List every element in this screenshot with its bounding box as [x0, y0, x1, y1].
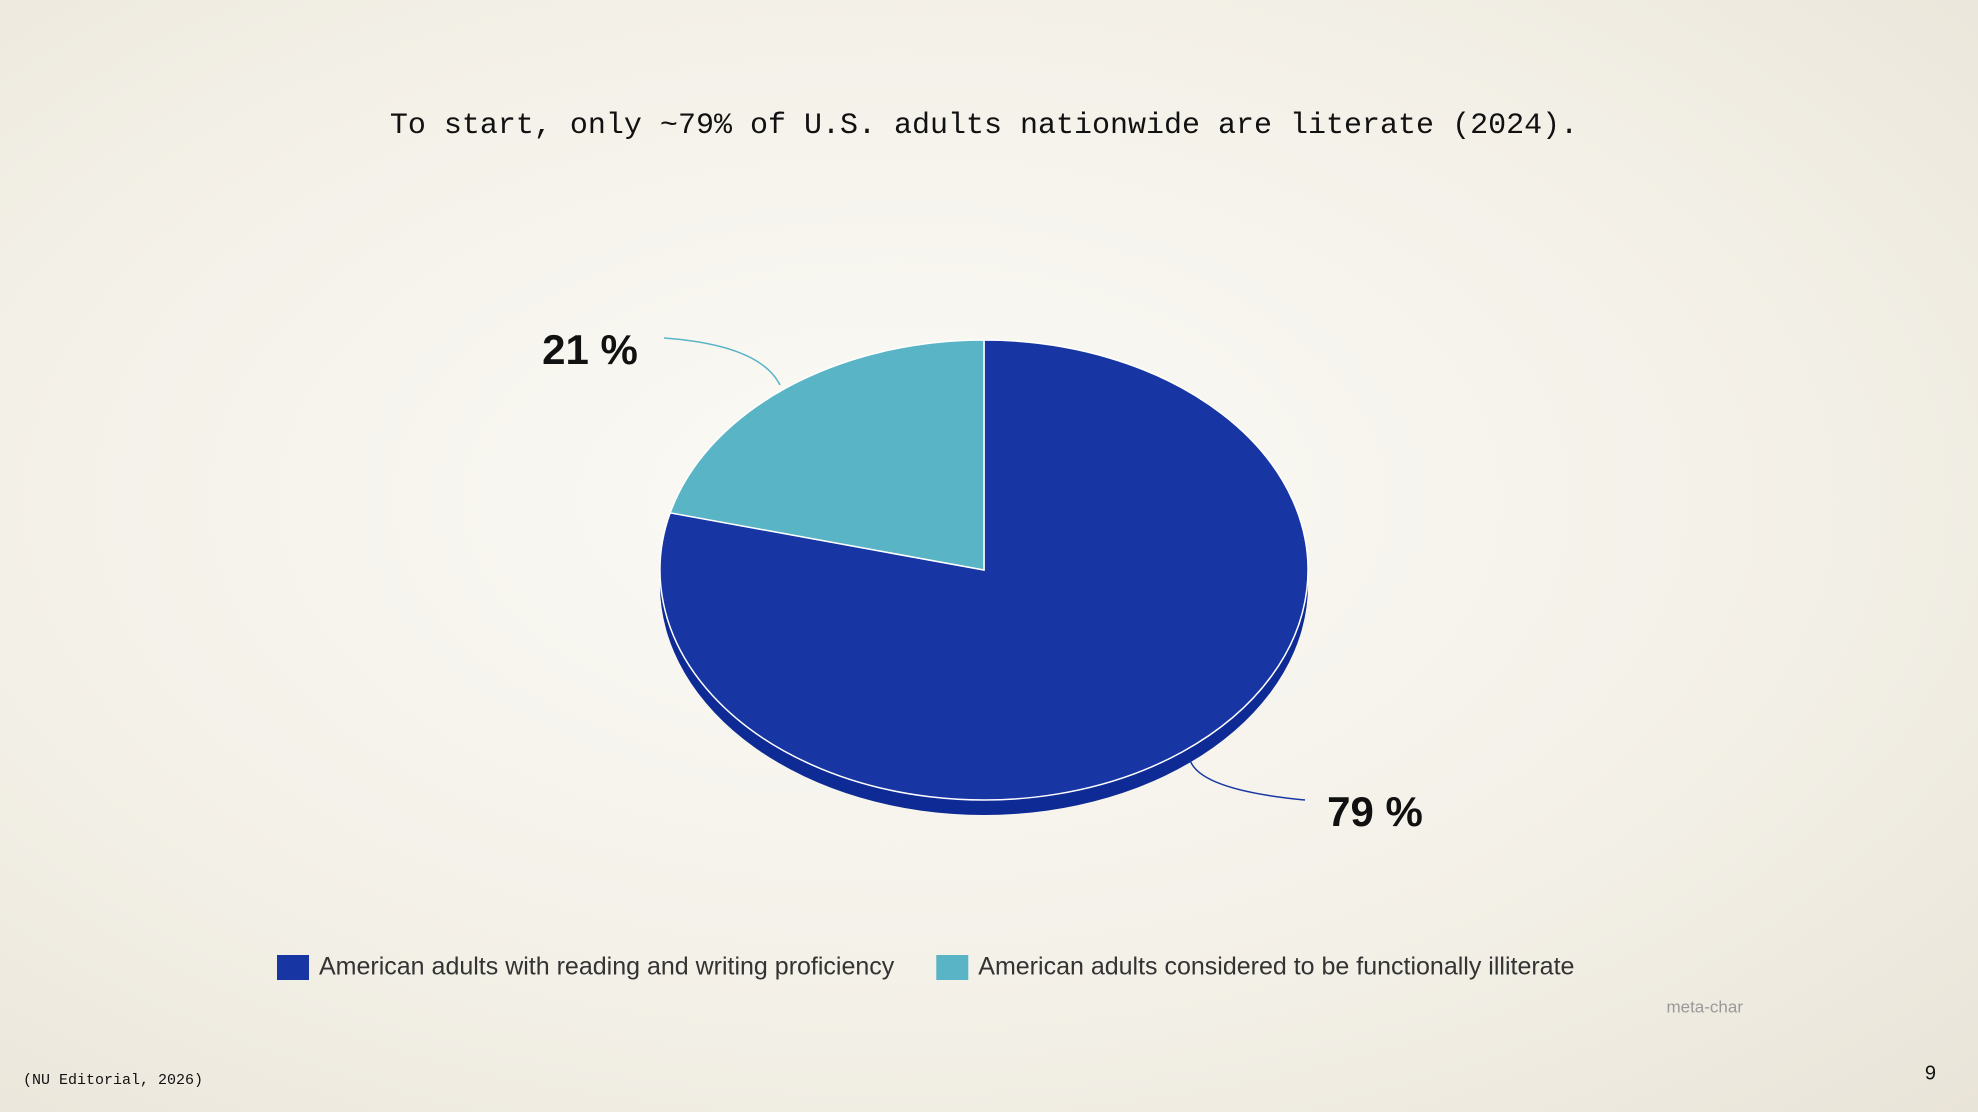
legend-swatch	[936, 955, 969, 980]
page-number: 9	[1925, 1062, 1936, 1084]
leader-line	[663, 337, 781, 386]
footnote: (NU Editorial, 2026)	[23, 1072, 203, 1089]
data-label: 79 %	[1327, 788, 1423, 835]
pie-slice	[669, 339, 985, 571]
slide-title: To start, only ~79% of U.S. adults natio…	[390, 109, 1578, 143]
credit: meta-char	[1666, 997, 1743, 1016]
leader-line	[1189, 759, 1306, 801]
legend-label: American adults with reading and writing…	[319, 953, 895, 981]
legend-swatch	[277, 955, 309, 980]
data-label: 21 %	[542, 326, 638, 373]
legend-label: American adults considered to be functio…	[978, 953, 1574, 981]
